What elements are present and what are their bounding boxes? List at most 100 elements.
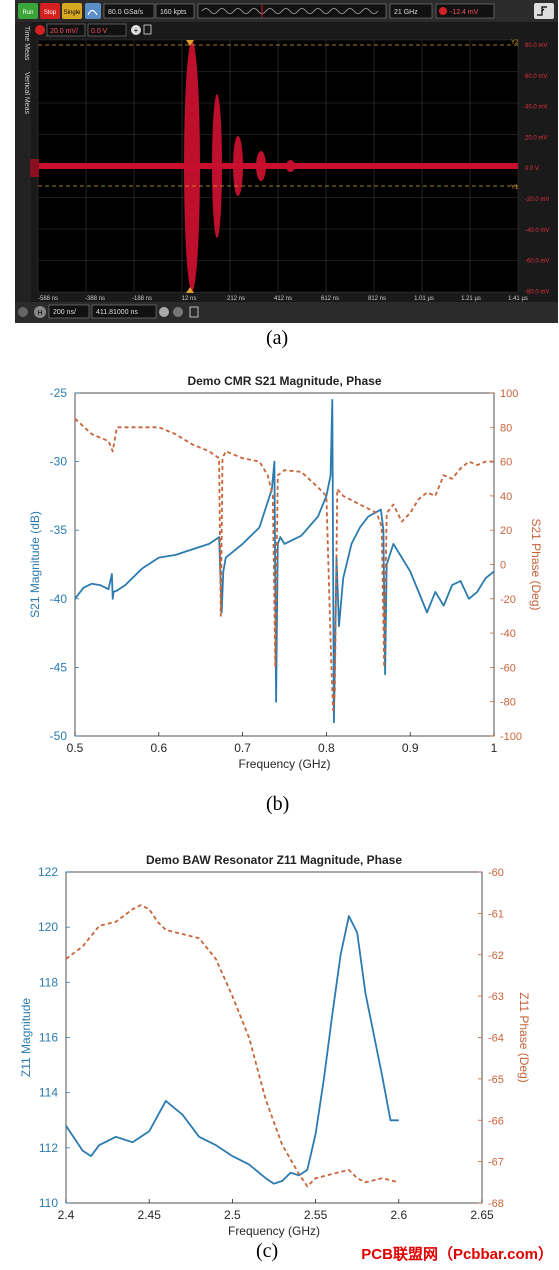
autoscale-icon[interactable] bbox=[85, 3, 101, 19]
y2-tick-label: -61 bbox=[488, 908, 504, 920]
caption-c: (c) bbox=[256, 1240, 279, 1262]
time-meas-tab[interactable]: Time Meas bbox=[23, 26, 30, 61]
svg-text:0.0 V: 0.0 V bbox=[91, 28, 108, 35]
y2-axis-label: S21 Phase (Deg) bbox=[529, 518, 543, 610]
run-button[interactable]: Run bbox=[18, 3, 38, 19]
voltage-scale-labels: 80.0 mV 60.0 mV 40.0 mV 20.0 mV 0.0 V -20.0 m… bbox=[525, 43, 549, 295]
zoom-icon[interactable] bbox=[159, 307, 169, 317]
vertical-meas-tab[interactable]: Vertical Meas bbox=[23, 72, 30, 115]
x-tick-label: 2.4 bbox=[58, 1208, 75, 1222]
y2-tick-label: -20 bbox=[500, 594, 516, 606]
time-scale-labels: -588 ns -388 ns -188 ns 12 ns 212 ns 412 ns 61… bbox=[38, 296, 528, 302]
y-tick-label: 122 bbox=[38, 865, 58, 879]
y-tick-label: 114 bbox=[39, 1086, 58, 1100]
y-tick-label: -45 bbox=[50, 660, 68, 674]
channel-scale-field[interactable] bbox=[46, 23, 86, 37]
caption-b: (b) bbox=[266, 793, 290, 815]
y2-tick-label: -64 bbox=[488, 1033, 504, 1045]
chart-title: Demo BAW Resonator Z11 Magnitude, Phase bbox=[146, 853, 402, 867]
y2-tick-label: -68 bbox=[488, 1198, 504, 1210]
bandwidth-field[interactable]: 21 GHz bbox=[389, 3, 433, 19]
time-label: 1.21 µs bbox=[461, 296, 481, 302]
y2-tick-label: -65 bbox=[488, 1074, 504, 1086]
stop-button[interactable]: Stop bbox=[40, 3, 60, 19]
baseline-trace bbox=[38, 163, 518, 169]
y-tick-label: -40 bbox=[50, 592, 68, 606]
burst-envelope bbox=[184, 41, 200, 291]
burst-envelope bbox=[312, 163, 322, 169]
svg-text:H: H bbox=[37, 310, 42, 317]
sample-rate-field[interactable]: 80.0 GSa/s bbox=[103, 3, 155, 19]
y-tick-label: 118 bbox=[39, 975, 58, 989]
time-label: 12 ns bbox=[182, 296, 197, 302]
plot-box bbox=[74, 392, 495, 737]
y-axis-label: Z11 Magnitude bbox=[19, 998, 33, 1077]
voltage-label: -20.0 mV bbox=[525, 197, 549, 203]
trigger-level-field[interactable]: -12.4 mV bbox=[435, 3, 495, 19]
svg-text:20.0 mV/: 20.0 mV/ bbox=[50, 28, 78, 35]
y2-tick-label: 0 bbox=[500, 560, 506, 572]
oscilloscope-screen: Run Stop Single 80.0 GSa/s 160 kpts 21 G… bbox=[0, 0, 559, 325]
channel-offset-field[interactable] bbox=[87, 23, 127, 37]
x-tick-label: 2.5 bbox=[224, 1208, 241, 1222]
svg-text:160 kpts: 160 kpts bbox=[160, 9, 187, 16]
voltage-label: -40.0 mV bbox=[525, 228, 549, 234]
add-channel-icon[interactable] bbox=[131, 25, 141, 35]
voltage-label: 80.0 mV bbox=[525, 43, 547, 49]
y2-tick-label: -67 bbox=[488, 1157, 504, 1169]
y2-tick-label: 40 bbox=[500, 491, 512, 503]
time-label: 1.41 µs bbox=[508, 296, 528, 302]
y2-tick-label: -100 bbox=[500, 731, 522, 743]
timebase-position-field[interactable]: 411.81000 ns bbox=[91, 304, 157, 319]
y-axis-label: S21 Magnitude (dB) bbox=[28, 511, 42, 618]
y2-tick-label: 100 bbox=[500, 388, 518, 400]
x-axis-label: Frequency (GHz) bbox=[228, 1224, 320, 1238]
burst-envelope bbox=[233, 136, 243, 196]
chart-title: Demo CMR S21 Magnitude, Phase bbox=[187, 374, 381, 388]
channel-menu-icon[interactable] bbox=[143, 24, 152, 35]
x-tick-label: 0.9 bbox=[402, 741, 419, 755]
y2-tick-label: 20 bbox=[500, 525, 512, 537]
y2-tick-label: -80 bbox=[500, 697, 516, 709]
time-label: 612 ns bbox=[321, 296, 339, 302]
svg-text:200 ns/: 200 ns/ bbox=[53, 309, 76, 316]
y2-tick-label: -40 bbox=[500, 628, 516, 640]
y2-axis-label: Z11 Phase (Deg) bbox=[517, 992, 531, 1083]
expand-panel-icon[interactable] bbox=[18, 307, 28, 317]
y2-tick-label: -62 bbox=[488, 950, 504, 962]
time-label: -388 ns bbox=[85, 296, 105, 302]
horizontal-icon[interactable] bbox=[34, 306, 46, 318]
ground-marker-icon[interactable] bbox=[30, 159, 39, 177]
y-tick-label: 120 bbox=[38, 920, 58, 934]
waveform-overview[interactable] bbox=[197, 3, 387, 19]
svg-text:Stop: Stop bbox=[44, 10, 57, 16]
y-tick-label: 112 bbox=[39, 1141, 58, 1155]
svg-text:411.81000 ns: 411.81000 ns bbox=[96, 309, 138, 316]
timebase-scale-field[interactable]: 200 ns/ bbox=[48, 304, 90, 319]
x-tick-label: 2.6 bbox=[390, 1208, 407, 1222]
y-tick-label: -25 bbox=[50, 386, 68, 400]
caption-a: (a) bbox=[266, 327, 289, 349]
x-tick-label: 0.5 bbox=[67, 741, 84, 755]
trigger-edge-icon[interactable] bbox=[534, 3, 554, 19]
channel-1-icon[interactable] bbox=[35, 25, 45, 35]
points-field[interactable]: 160 kpts bbox=[155, 3, 195, 19]
trigger-position-icon[interactable] bbox=[186, 287, 194, 293]
y2-tick-label: 60 bbox=[500, 457, 512, 469]
svg-text:Run: Run bbox=[22, 10, 33, 16]
voltage-label: 40.0 mV bbox=[525, 105, 547, 111]
single-button[interactable]: Single bbox=[62, 3, 82, 19]
svg-text:21 GHz: 21 GHz bbox=[394, 9, 418, 16]
navigate-icon[interactable] bbox=[173, 307, 183, 317]
chart-z11: Demo BAW Resonator Z11 Magnitude, Phase 2… bbox=[0, 845, 559, 1240]
horizontal-menu-icon[interactable] bbox=[189, 306, 199, 318]
y2-tick-label: -63 bbox=[488, 991, 504, 1003]
plot-box bbox=[65, 871, 483, 1204]
svg-text:80.0 GSa/s: 80.0 GSa/s bbox=[108, 9, 144, 16]
burst-envelope bbox=[212, 94, 222, 238]
x-axis-label: Frequency (GHz) bbox=[238, 757, 330, 771]
y-tick-label: -30 bbox=[50, 455, 68, 469]
time-label: -588 ns bbox=[38, 296, 58, 302]
x-tick-label: 1 bbox=[491, 741, 498, 755]
trigger-top-icon bbox=[186, 40, 194, 46]
